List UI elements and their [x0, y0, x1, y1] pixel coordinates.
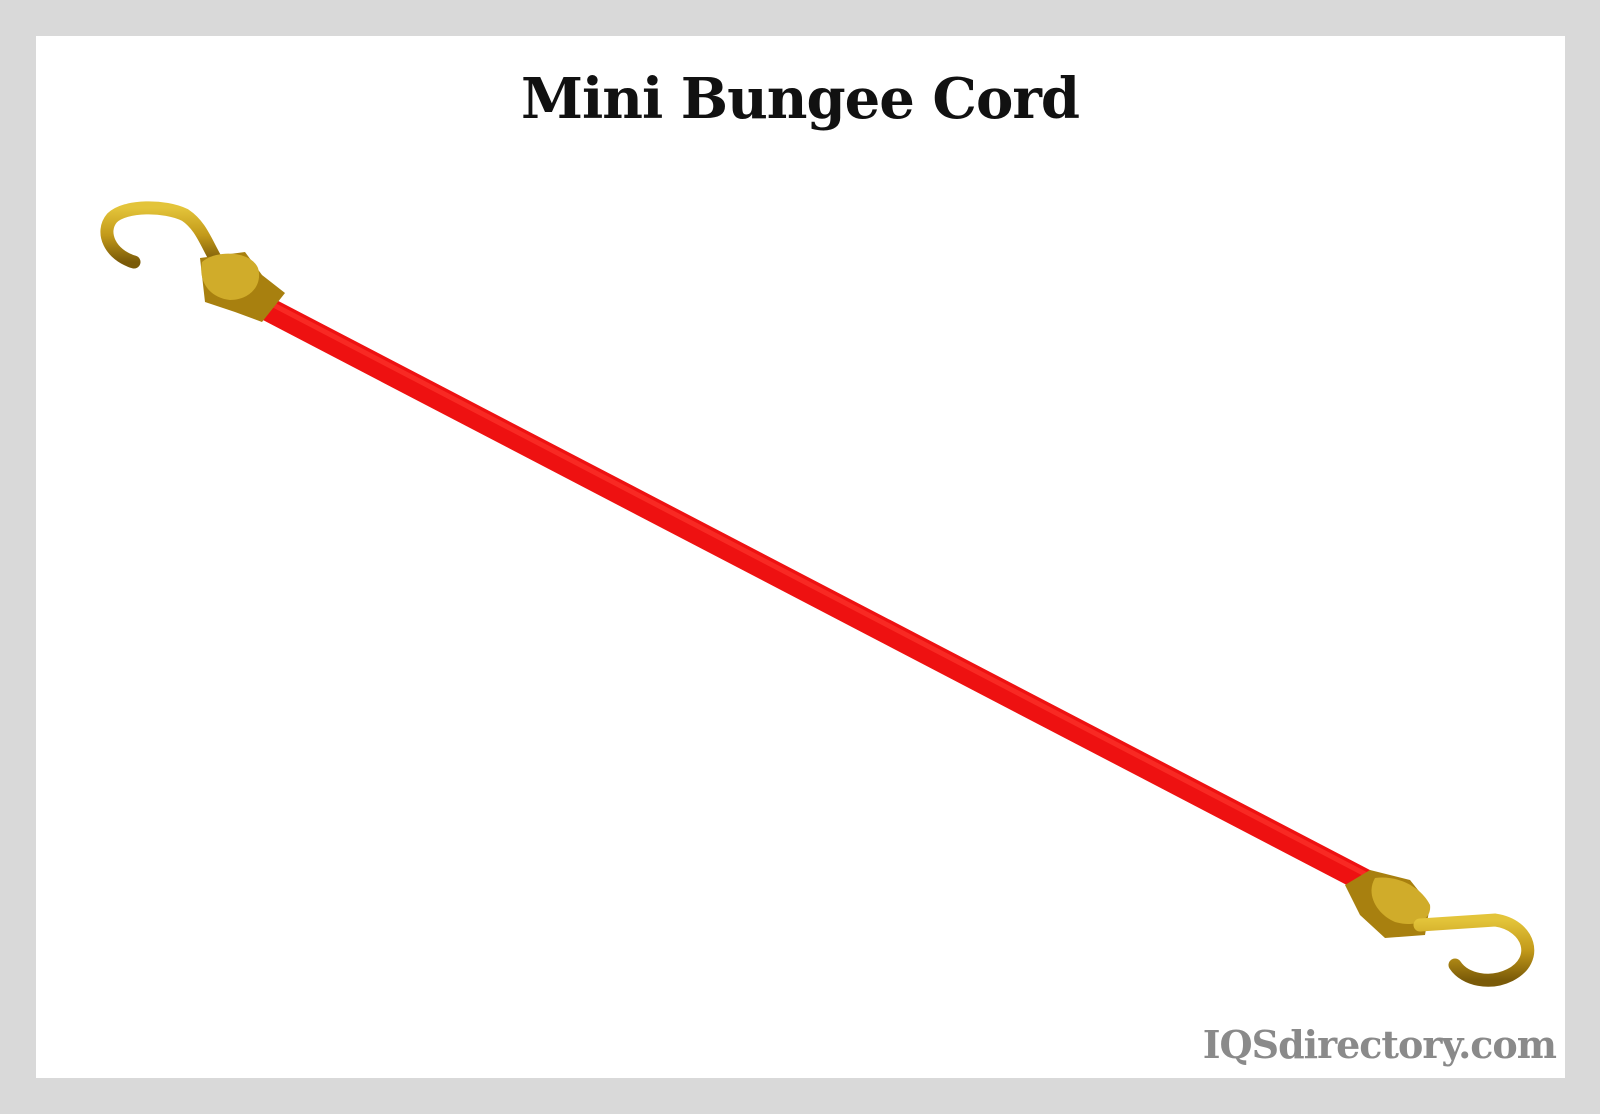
page-title: Mini Bungee Cord — [521, 66, 1080, 132]
hook-right — [1345, 870, 1535, 987]
image-panel — [36, 36, 1565, 1078]
cord — [256, 295, 1373, 893]
watermark-logo: IQSdirectory.com — [1202, 1022, 1557, 1067]
hook-left — [100, 201, 285, 322]
